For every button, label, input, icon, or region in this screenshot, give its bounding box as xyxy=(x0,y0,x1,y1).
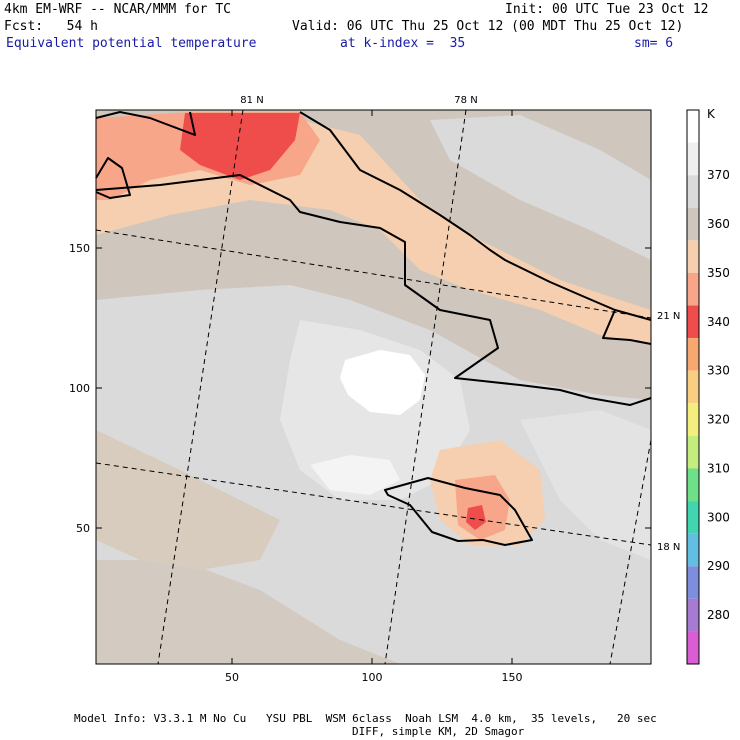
y-axis xyxy=(96,247,651,529)
lon-label-78n: 78 N xyxy=(454,95,477,106)
colorbar-swatch xyxy=(687,403,699,436)
colorbar-swatch xyxy=(687,468,699,502)
colorbar-swatch xyxy=(687,370,699,404)
theta-e-field xyxy=(96,110,651,664)
colorbar-label: 360 xyxy=(707,217,730,231)
colorbar-swatch xyxy=(687,631,699,664)
y-tick-label: 50 xyxy=(76,522,90,535)
colorbar-swatch xyxy=(687,240,699,273)
colorbar-label: 330 xyxy=(707,364,730,378)
x-tick-label: 100 xyxy=(362,671,383,684)
coastlines xyxy=(95,111,652,546)
meridian-81n xyxy=(157,109,244,665)
meridian-78n xyxy=(384,109,467,665)
colorbar-labels: 370 360 350 340 330 320 310 300 290 280 xyxy=(707,168,730,622)
colorbar-swatch xyxy=(687,598,699,632)
colorbar-swatch xyxy=(687,305,699,339)
plot-frame xyxy=(95,109,652,665)
colorbar-swatch xyxy=(687,142,699,176)
colorbar-swatch xyxy=(687,272,699,306)
colorbar-swatch xyxy=(687,533,699,567)
lat-label-18n: 18 N xyxy=(657,542,680,553)
y-tick-label: 100 xyxy=(69,382,90,395)
colorbar-label: 370 xyxy=(707,168,730,182)
colorbar-swatch xyxy=(687,501,699,534)
parallel-18n xyxy=(95,462,652,546)
x-axis xyxy=(231,110,513,664)
coast-cuba-west xyxy=(95,111,196,136)
footer-model-info: Model Info: V3.3.1 M No Cu YSU PBL WSM 6… xyxy=(74,712,657,725)
smoothing-value: sm= 6 xyxy=(634,36,674,51)
coast-jamaica xyxy=(384,477,533,546)
colorbar-label: 310 xyxy=(707,461,730,475)
colorbar-frame xyxy=(686,109,700,665)
colorbar-swatch xyxy=(687,207,699,241)
coast-cuba-north xyxy=(299,111,652,321)
parallel-21n xyxy=(95,229,652,319)
x-tick-label: 150 xyxy=(502,671,523,684)
colorbar-swatch xyxy=(687,110,699,143)
colorbar-label: 320 xyxy=(707,413,730,427)
coast-cuba-south xyxy=(95,174,652,406)
colorbar-label: 300 xyxy=(707,510,730,524)
colorbar-label: 350 xyxy=(707,266,730,280)
y-tick-label: 150 xyxy=(69,242,90,255)
init-time: Init: 00 UTC Tue 23 Oct 12 xyxy=(505,2,709,17)
colorbar-swatch xyxy=(687,566,699,599)
colorbar-swatch xyxy=(687,175,699,208)
coast-isla-juventud xyxy=(95,157,131,199)
level-index: at k-index = 35 xyxy=(340,36,466,51)
colorbar-unit: K xyxy=(707,107,716,121)
colorbar xyxy=(686,109,700,665)
lat-label-21n: 21 N xyxy=(657,311,680,322)
valid-time: Valid: 06 UTC Thu 25 Oct 12 (00 MDT Thu … xyxy=(292,19,684,34)
forecast-hour: Fcst: 54 h xyxy=(4,19,98,34)
graticule xyxy=(95,109,652,665)
lon-label-81n: 81 N xyxy=(240,95,263,106)
colorbar-label: 340 xyxy=(707,315,730,329)
x-tick-label: 50 xyxy=(225,671,239,684)
coast-cuba-east xyxy=(602,309,652,345)
colorbar-label: 290 xyxy=(707,559,730,573)
field-name: Equivalent potential temperature xyxy=(6,36,257,51)
colorbar-swatch xyxy=(687,338,699,371)
footer-diffusion: DIFF, simple KM, 2D Smagor xyxy=(352,725,525,738)
model-title: 4km EM-WRF -- NCAR/MMM for TC xyxy=(4,2,231,17)
meridian-east xyxy=(609,439,652,665)
colorbar-swatch xyxy=(687,435,699,469)
colorbar-label: 280 xyxy=(707,608,730,622)
